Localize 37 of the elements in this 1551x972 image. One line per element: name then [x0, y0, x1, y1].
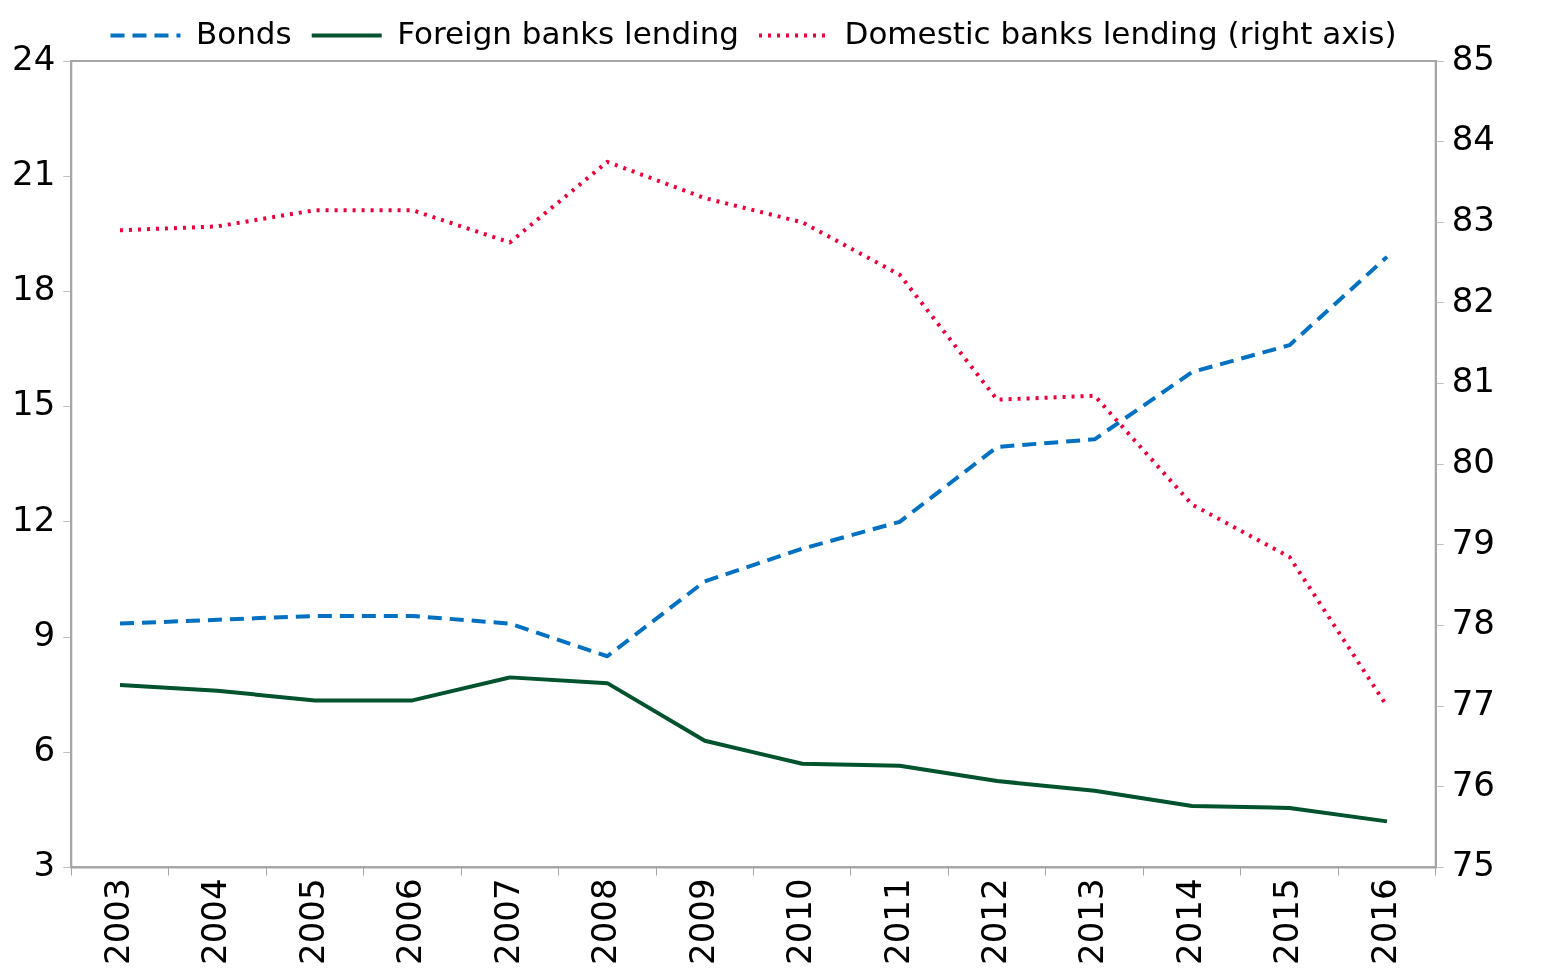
x-tick-label: 2009 — [681, 878, 722, 965]
y2-tick-label: 78 — [1451, 602, 1495, 643]
y2-tick-label: 75 — [1451, 844, 1495, 885]
legend-label: Domestic banks lending (right axis) — [844, 14, 1397, 51]
y-tick-label: 12 — [12, 498, 56, 539]
y2-tick-label: 81 — [1451, 360, 1495, 401]
x-tick-label: 2011 — [876, 878, 917, 965]
x-tick-label: 2007 — [486, 878, 527, 965]
x-tick-label: 2014 — [1168, 878, 1209, 965]
x-tick-label: 2013 — [1071, 878, 1112, 965]
x-tick-label: 2012 — [973, 878, 1014, 965]
y2-tick-label: 80 — [1451, 441, 1495, 482]
x-tick-label: 2008 — [584, 878, 625, 965]
y2-tick-label: 77 — [1451, 683, 1495, 724]
y-tick-label: 6 — [33, 729, 56, 770]
y2-tick-label: 79 — [1451, 521, 1495, 562]
y2-tick-label: 82 — [1451, 279, 1495, 320]
x-tick-label: 2005 — [291, 878, 332, 965]
x-tick-label: 2003 — [96, 878, 137, 965]
y2-tick-label: 85 — [1451, 37, 1495, 78]
y2-tick-label: 76 — [1451, 763, 1495, 804]
y-tick-label: 18 — [12, 268, 56, 309]
x-tick-label: 2004 — [194, 878, 235, 965]
x-tick-label: 2015 — [1266, 878, 1307, 965]
y-tick-label: 9 — [33, 613, 56, 654]
x-tick-label: 2006 — [389, 878, 430, 965]
legend-label: Foreign banks lending — [397, 14, 740, 51]
y2-tick-label: 84 — [1451, 118, 1495, 159]
y-tick-label: 21 — [12, 153, 56, 194]
legend-label: Bonds — [195, 14, 292, 51]
y2-tick-label: 83 — [1451, 199, 1495, 240]
x-tick-label: 2016 — [1363, 878, 1404, 965]
y-tick-label: 3 — [33, 844, 56, 885]
y-tick-label: 24 — [12, 37, 56, 78]
line-series — [118, 254, 1390, 659]
x-tick-label: 2010 — [779, 878, 820, 965]
y-tick-label: 15 — [12, 383, 56, 424]
